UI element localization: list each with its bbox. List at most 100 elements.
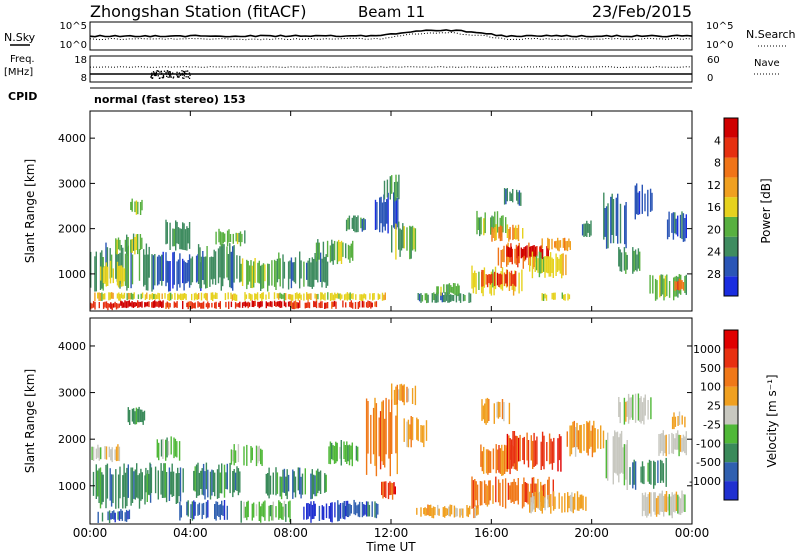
colorbar-tick-label: -25 (703, 418, 721, 431)
data-cell (219, 246, 221, 278)
data-cell (407, 419, 410, 448)
data-cell (516, 247, 518, 259)
data-cell (653, 492, 655, 512)
data-cell (251, 300, 253, 307)
data-cell (497, 479, 500, 503)
data-cell (533, 496, 535, 510)
data-cell (198, 502, 201, 515)
data-cell (244, 230, 246, 244)
data-cell (603, 192, 605, 240)
data-cell (519, 434, 521, 462)
data-cell (229, 234, 232, 242)
data-cell (623, 247, 626, 271)
data-cell (268, 467, 270, 499)
data-cell (118, 446, 121, 462)
data-cell (179, 253, 181, 288)
data-cell (674, 493, 676, 513)
data-cell (499, 482, 501, 506)
data-cell (445, 507, 447, 516)
data-cell (459, 508, 461, 518)
data-cell (495, 224, 497, 241)
freq-unit: [MHz] (4, 67, 33, 78)
data-cell (648, 459, 651, 484)
data-cell (387, 482, 390, 500)
colorbar-segment (724, 386, 738, 406)
data-cell (320, 292, 322, 301)
data-cell (358, 301, 361, 308)
data-cell (564, 294, 566, 301)
data-cell (297, 302, 299, 309)
data-cell (658, 434, 660, 456)
data-cell (561, 496, 563, 513)
data-cell (644, 492, 647, 516)
data-cell (140, 293, 142, 300)
data-cell (425, 508, 428, 516)
data-cell (657, 460, 659, 483)
data-cell (218, 302, 220, 307)
data-cell (340, 440, 342, 466)
data-cell (432, 506, 435, 519)
freq-tick-high: 18 (74, 55, 87, 66)
data-cell (484, 403, 486, 424)
data-cell (126, 467, 128, 507)
data-cell (233, 293, 235, 300)
data-cell (534, 440, 537, 466)
data-cell (276, 293, 278, 299)
data-cell (480, 216, 482, 235)
data-cell (540, 245, 542, 259)
data-cell (374, 199, 377, 230)
data-cell (123, 463, 125, 497)
data-cell (164, 293, 166, 299)
data-cell (622, 447, 624, 474)
data-cell (187, 228, 189, 244)
data-cell (283, 468, 286, 493)
data-cell (285, 504, 287, 522)
data-cell (267, 473, 269, 496)
data-cell (558, 258, 560, 271)
data-cell (310, 262, 312, 287)
data-cell (190, 258, 192, 286)
data-cell (234, 472, 237, 491)
data-cell (225, 472, 227, 489)
data-cell (177, 467, 179, 504)
data-cell (493, 403, 495, 424)
data-cell (130, 302, 132, 307)
data-cell (421, 295, 424, 302)
data-cell (569, 425, 571, 457)
data-cell (115, 469, 117, 509)
data-cell (515, 225, 517, 240)
data-cell (534, 491, 536, 512)
data-cell (186, 302, 188, 308)
data-cell (662, 430, 664, 456)
data-cell (375, 301, 378, 308)
data-cell (109, 260, 112, 284)
data-cell (235, 232, 237, 242)
data-cell (510, 193, 512, 201)
data-cell (180, 228, 182, 250)
data-cell (517, 437, 520, 462)
data-cell (673, 277, 675, 301)
data-cell (665, 434, 667, 457)
data-cell (297, 293, 299, 301)
data-cell (529, 258, 531, 272)
data-cell (146, 473, 148, 502)
freq-scatter-point (183, 77, 185, 79)
data-cell (420, 293, 422, 303)
data-cell (262, 263, 265, 289)
data-cell (176, 221, 178, 244)
data-cell (208, 303, 210, 308)
velocity-data-regions (91, 383, 687, 523)
colorbar-tick-label: 1000 (693, 343, 721, 356)
data-cell (512, 481, 514, 502)
data-cell (478, 271, 480, 290)
data-cell (491, 215, 493, 231)
data-cell (136, 463, 138, 498)
data-cell (237, 444, 240, 463)
data-cell (508, 402, 511, 425)
data-cell (336, 241, 339, 265)
data-cell (544, 497, 546, 511)
data-cell (206, 246, 208, 288)
data-cell (553, 292, 555, 300)
